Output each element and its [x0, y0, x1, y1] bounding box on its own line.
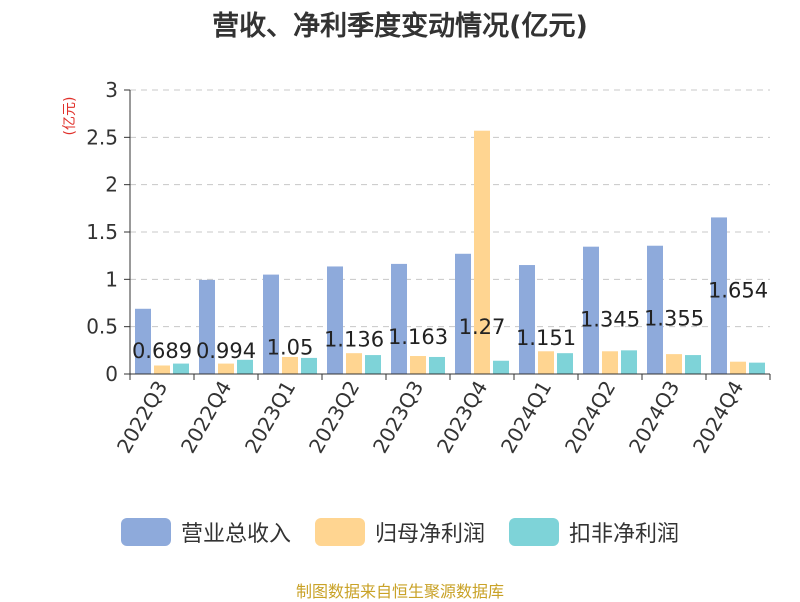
- legend-item-3[interactable]: 扣非净利润: [509, 516, 679, 548]
- data-label: 1.654: [708, 278, 768, 302]
- data-label: 1.345: [580, 308, 640, 332]
- data-label: 1.355: [644, 307, 704, 331]
- y-tick-label: 1.5: [86, 220, 118, 244]
- bar-series-2: [410, 356, 426, 374]
- bar-series-1: [199, 279, 215, 374]
- bar-series-1: [135, 308, 151, 374]
- x-tick-label: 2022Q3: [112, 377, 172, 458]
- legend-item-2[interactable]: 归母净利润: [314, 516, 485, 548]
- legend-swatch: [314, 518, 365, 546]
- bar-series-1: [263, 274, 279, 374]
- bar-series-1: [455, 253, 471, 374]
- chart-title: 营收、净利季度变动情况(亿元): [212, 11, 588, 42]
- bar-series-3: [749, 362, 765, 374]
- bar-series-1: [647, 245, 663, 374]
- data-label: 0.994: [196, 339, 256, 363]
- y-tick-label: 1: [105, 267, 118, 291]
- bar-series-2: [730, 361, 746, 374]
- bar-series-2: [538, 351, 554, 374]
- x-tick-label: 2024Q2: [560, 377, 620, 458]
- bar-series-3: [173, 363, 189, 374]
- x-tick-label: 2024Q4: [688, 377, 748, 458]
- x-tick-label: 2023Q4: [432, 377, 492, 458]
- x-tick-label: 2023Q2: [304, 377, 364, 458]
- bar-series-1: [327, 266, 343, 374]
- data-label: 1.27: [459, 315, 506, 339]
- y-tick-label: 2.5: [86, 125, 118, 149]
- bar-series-1: [583, 246, 599, 374]
- bar-series-1: [711, 217, 727, 374]
- data-label: 1.151: [516, 326, 576, 350]
- y-tick-label: 0: [105, 362, 118, 386]
- bar-series-2: [602, 351, 618, 374]
- bar-series-1: [391, 263, 407, 374]
- bar-series-2: [282, 356, 298, 374]
- bar-series-3: [621, 350, 637, 374]
- legend-label: 归母净利润: [374, 522, 485, 547]
- x-tick-label: 2022Q4: [176, 377, 236, 458]
- bar-series-3: [557, 353, 573, 374]
- bar-series-3: [301, 357, 317, 374]
- data-label: 1.05: [267, 336, 314, 360]
- y-tick-label: 2: [105, 173, 118, 197]
- y-tick-label: 0.5: [86, 315, 118, 339]
- x-tick-label: 2023Q1: [240, 377, 300, 458]
- y-tick-label: 3: [105, 78, 118, 102]
- data-label: 0.689: [132, 339, 192, 363]
- bar-series-3: [685, 355, 701, 374]
- data-label: 1.136: [324, 327, 384, 351]
- data-label: 1.163: [388, 325, 448, 349]
- bar-series-2: [154, 365, 170, 374]
- legend-item-1[interactable]: 营业总收入: [120, 516, 291, 548]
- x-tick-label: 2024Q3: [624, 377, 684, 458]
- bar-series-1: [519, 265, 535, 374]
- legend-swatch: [120, 518, 171, 546]
- bar-series-3: [237, 359, 253, 374]
- legend: 营业总收入 归母净利润 扣非净利润: [0, 516, 800, 548]
- y-axis-title: (亿元): [62, 97, 78, 136]
- legend-swatch: [509, 518, 559, 546]
- x-tick-label: 2024Q1: [496, 377, 556, 458]
- bar-series-3: [493, 360, 509, 374]
- x-tick-label: 2023Q3: [368, 377, 428, 458]
- bar-series-3: [365, 355, 381, 374]
- legend-label: 扣非净利润: [569, 522, 680, 547]
- bar-series-2: [218, 363, 234, 374]
- source-note: 制图数据来自恒生聚源数据库: [295, 582, 504, 601]
- bar-series-2: [666, 354, 682, 374]
- bar-series-2: [346, 353, 362, 374]
- legend-label: 营业总收入: [180, 522, 291, 547]
- bar-series-2: [474, 130, 490, 374]
- bar-series-3: [429, 356, 445, 374]
